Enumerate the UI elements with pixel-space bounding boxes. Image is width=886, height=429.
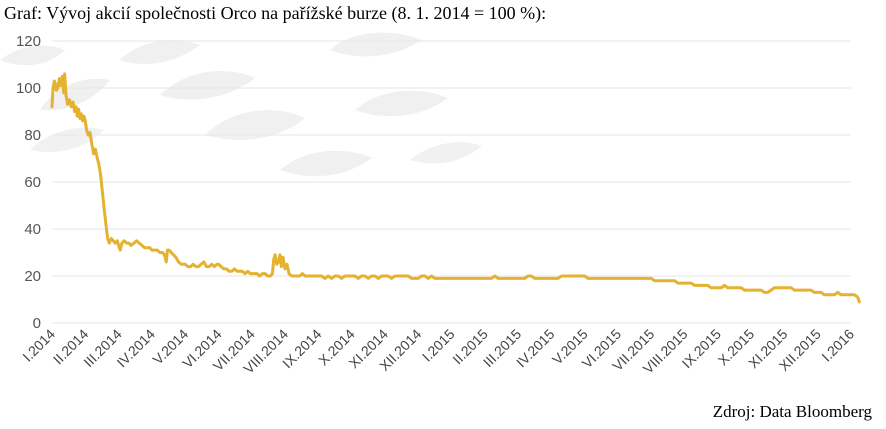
y-tick-label: 80 [24,127,41,144]
x-tick-label: I.2016 [818,326,857,365]
grid-lines [52,40,851,324]
watermark-leaves [0,32,482,177]
source-note: Zdroj: Data Bloomberg [712,402,872,421]
x-axis-ticks: I.2014II.2014III.2014IV.2014V.2014VI.201… [19,326,857,377]
y-tick-label: 20 [24,268,41,285]
y-tick-label: 0 [33,315,41,332]
x-tick-label: IV.2014 [113,326,158,371]
series-layer [50,72,861,304]
x-tick-label: IV.2015 [513,326,558,371]
chart-title: Graf: Vývoj akcií společnosti Orco na pa… [4,3,547,23]
y-tick-label: 100 [16,80,41,97]
chart-svg: 0 20 40 60 80 100 120 I.2014II.2014III.2014IV.… [0,32,861,377]
y-tick-label: 120 [16,33,41,50]
series-line [50,72,861,304]
y-tick-label: 60 [24,174,41,191]
y-tick-label: 40 [24,221,41,238]
y-axis-ticks: 0 20 40 60 80 100 120 [16,33,41,332]
